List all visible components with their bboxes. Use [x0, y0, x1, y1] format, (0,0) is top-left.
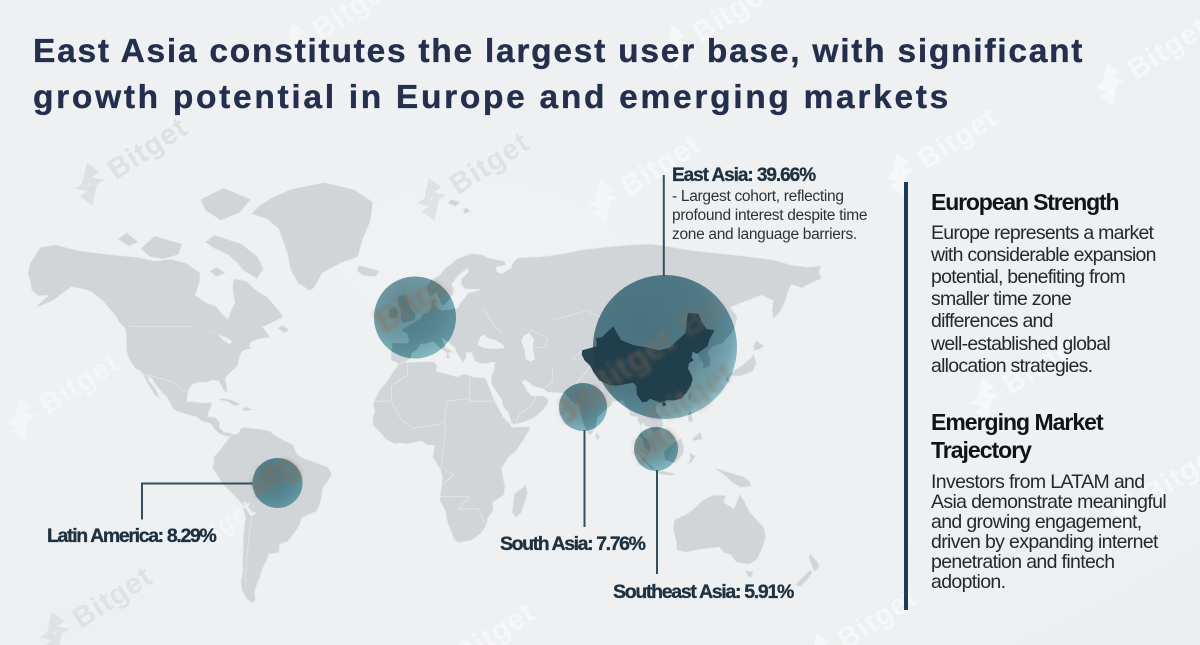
svg-text:Bitget: Bitget — [67, 560, 158, 635]
svg-text:Bitget: Bitget — [449, 596, 540, 645]
svg-text:Bitget: Bitget — [1122, 11, 1200, 86]
svg-text:Bitget: Bitget — [102, 111, 193, 186]
svg-text:Bitget: Bitget — [444, 126, 535, 201]
svg-text:Bitget: Bitget — [34, 346, 125, 421]
svg-text:Bitget: Bitget — [832, 581, 923, 645]
